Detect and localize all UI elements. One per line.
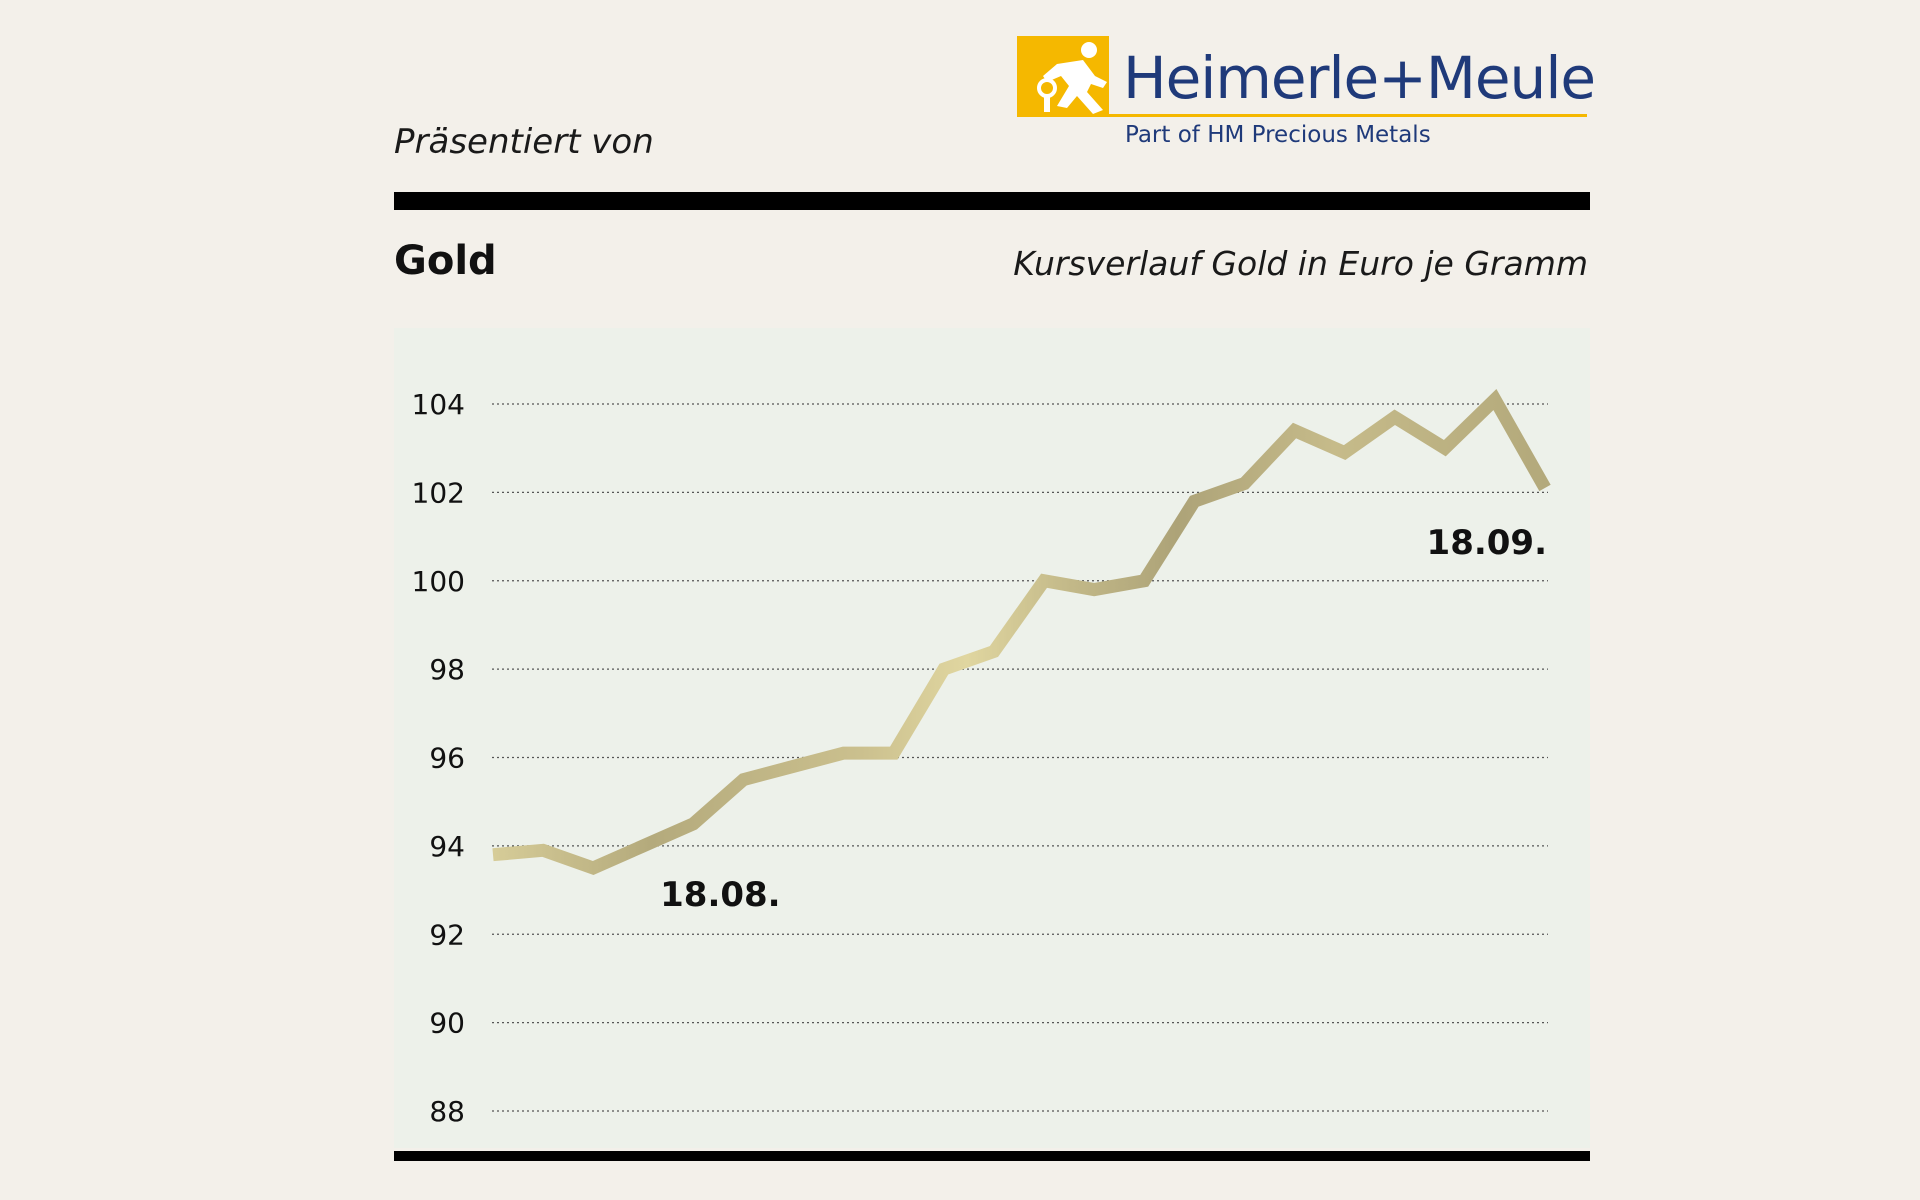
y-tick-label: 100 xyxy=(412,565,465,598)
presented-by-label: Präsentiert von xyxy=(394,122,654,162)
logo-underline xyxy=(1017,114,1587,117)
chart-title: Gold xyxy=(394,238,497,284)
logo-tagline: Part of HM Precious Metals xyxy=(1125,122,1431,148)
date-annotation: 18.09. xyxy=(1427,523,1547,563)
y-tick-label: 92 xyxy=(429,918,465,951)
logo-name: Heimerle+Meule xyxy=(1123,44,1596,112)
y-tick-label: 88 xyxy=(429,1095,465,1128)
y-tick-label: 96 xyxy=(429,742,465,775)
series-line xyxy=(492,389,1551,875)
y-tick-label: 94 xyxy=(429,830,465,863)
top-rule xyxy=(394,192,1590,210)
chart-subtitle: Kursverlauf Gold in Euro je Gramm xyxy=(1013,244,1588,283)
date-annotation: 18.08. xyxy=(660,875,780,915)
logo-figure-icon xyxy=(1017,36,1109,116)
y-tick-label: 90 xyxy=(429,1007,465,1040)
bottom-rule xyxy=(394,1151,1590,1161)
y-tick-label: 102 xyxy=(412,476,465,509)
y-tick-label: 98 xyxy=(429,653,465,686)
y-tick-label: 104 xyxy=(412,388,465,421)
plot-area xyxy=(394,328,1590,1148)
brand-logo: Heimerle+Meule Part of HM Precious Metal… xyxy=(1017,36,1596,154)
